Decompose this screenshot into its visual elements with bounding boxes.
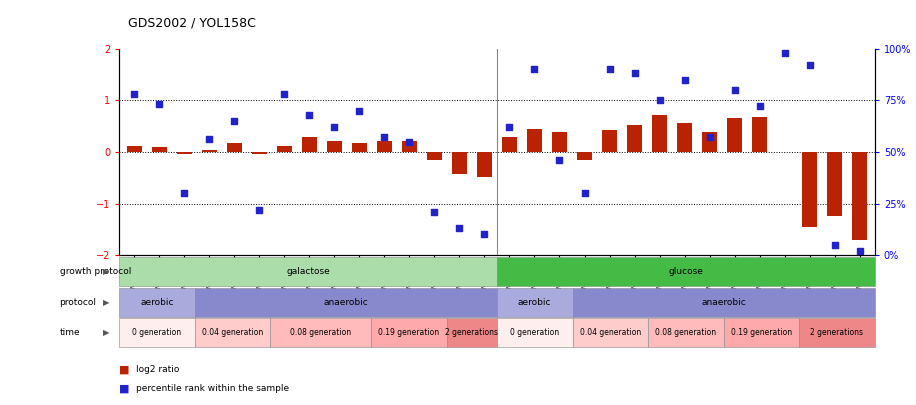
Text: ▶: ▶ [104,267,110,276]
Bar [152,147,167,152]
Bar [226,143,242,152]
Text: 0.08 generation: 0.08 generation [290,328,351,337]
Text: 0.19 generation: 0.19 generation [731,328,792,337]
Bar [502,137,517,152]
Point [853,248,867,254]
Point [177,190,191,196]
Point [752,103,767,110]
Point [577,190,592,196]
Bar [802,152,817,227]
Bar [452,152,467,174]
Bar [301,137,317,152]
Point [202,136,216,143]
Text: GDS2002 / YOL158C: GDS2002 / YOL158C [128,16,256,29]
Bar [602,130,617,152]
Text: 2 generations: 2 generations [811,328,864,337]
Point [552,157,567,163]
Point [352,107,366,114]
Text: aerobic: aerobic [518,298,551,307]
Text: ▶: ▶ [104,328,110,337]
Text: ■: ■ [119,364,129,374]
Point [277,91,291,97]
Text: protocol: protocol [60,298,96,307]
Point [602,66,616,72]
Point [302,111,317,118]
Text: 0 generation: 0 generation [510,328,560,337]
Bar [552,132,567,152]
Text: 0.04 generation: 0.04 generation [202,328,263,337]
Point [377,134,392,141]
Text: 0.19 generation: 0.19 generation [378,328,440,337]
Text: log2 ratio: log2 ratio [136,365,179,374]
Text: growth protocol: growth protocol [60,267,131,276]
Point [252,207,267,213]
Text: anaerobic: anaerobic [702,298,746,307]
Bar [352,143,366,152]
Bar [177,152,191,154]
Point [477,231,492,238]
Text: 2 generations: 2 generations [445,328,498,337]
Text: aerobic: aerobic [140,298,174,307]
Text: ■: ■ [119,384,129,394]
Text: time: time [60,328,81,337]
Bar [327,141,342,152]
Bar [202,150,217,152]
Point [727,87,742,93]
Point [152,101,167,108]
Bar [527,129,542,152]
Point [703,134,717,141]
Point [126,91,141,97]
Point [427,209,442,215]
Point [527,66,541,72]
Bar [752,117,768,152]
Bar [427,152,442,160]
Point [802,62,817,68]
Point [227,117,242,124]
Point [453,225,467,232]
Bar [852,152,867,240]
Text: anaerobic: anaerobic [323,298,368,307]
Point [778,49,792,56]
Point [677,76,692,83]
Text: 0.04 generation: 0.04 generation [580,328,641,337]
Point [402,139,417,145]
Text: 0.08 generation: 0.08 generation [655,328,716,337]
Text: 0 generation: 0 generation [132,328,181,337]
Point [502,124,517,130]
Bar [652,115,667,152]
Text: ▶: ▶ [104,298,110,307]
Point [652,97,667,104]
Bar [402,141,417,152]
Bar [252,152,267,154]
Bar [677,124,692,152]
Bar [827,152,842,216]
Bar [126,146,142,152]
Text: percentile rank within the sample: percentile rank within the sample [136,384,289,393]
Bar [727,118,742,152]
Text: glucose: glucose [669,267,703,276]
Bar [627,125,642,152]
Point [327,124,342,130]
Point [627,70,642,77]
Bar [703,132,717,152]
Bar [277,146,291,152]
Point [827,241,842,248]
Bar [477,152,492,177]
Bar [577,152,592,160]
Text: galactose: galactose [286,267,330,276]
Bar [376,141,392,152]
